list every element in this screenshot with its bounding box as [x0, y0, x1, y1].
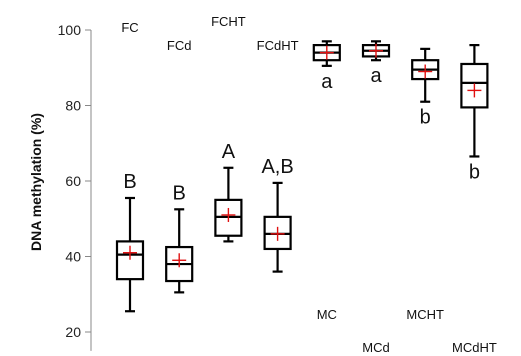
box-mcdht [460, 43, 489, 158]
y-tick-label: 60 [65, 173, 81, 189]
box-fcht [214, 166, 243, 243]
box-mc [312, 40, 341, 67]
box-mcht [411, 47, 440, 103]
box-fcdht [263, 181, 292, 273]
mean-marker [369, 43, 383, 58]
significance-label: A [222, 141, 236, 163]
box-fcd [165, 208, 194, 294]
mean-marker [172, 253, 187, 268]
mean-marker [418, 64, 433, 79]
category-label: FCHT [211, 14, 246, 29]
box-mcd [361, 40, 391, 62]
category-label: FCdHT [257, 38, 299, 53]
y-tick-label: 80 [65, 98, 81, 114]
boxes [115, 40, 489, 313]
category-label: MC [317, 307, 337, 322]
box-iqr [460, 62, 489, 109]
y-tick-label: 100 [58, 22, 82, 38]
mean-marker [123, 245, 137, 260]
significance-label: a [321, 71, 333, 93]
mean-marker [270, 226, 285, 241]
category-label: FCd [167, 38, 192, 53]
significance-label: b [469, 161, 480, 183]
category-label: MCHT [406, 307, 444, 322]
category-label: MCdHT [452, 340, 497, 355]
y-tick-label: 20 [65, 324, 81, 340]
significance-label: B [173, 182, 186, 204]
significance-label: a [370, 65, 382, 87]
y-axis-label: DNA methylation (%) [28, 113, 44, 251]
significance-label: B [123, 171, 136, 193]
y-axis: 20 40 60 80 100 [58, 22, 92, 351]
box-fc [115, 196, 145, 313]
mean-marker [467, 83, 482, 98]
mean-marker [221, 207, 236, 222]
category-labels: FC FCd FCHT FCdHT MC MCd MCHT MCdHT [121, 14, 497, 355]
mean-marker [319, 45, 334, 60]
significance-label: b [420, 107, 431, 129]
y-tick-label: 40 [65, 249, 81, 265]
significance-label: A,B [261, 156, 293, 178]
significance-labels: B B A A,B a a b b [123, 65, 480, 204]
category-label: FC [121, 20, 138, 35]
category-label: MCd [362, 340, 389, 355]
